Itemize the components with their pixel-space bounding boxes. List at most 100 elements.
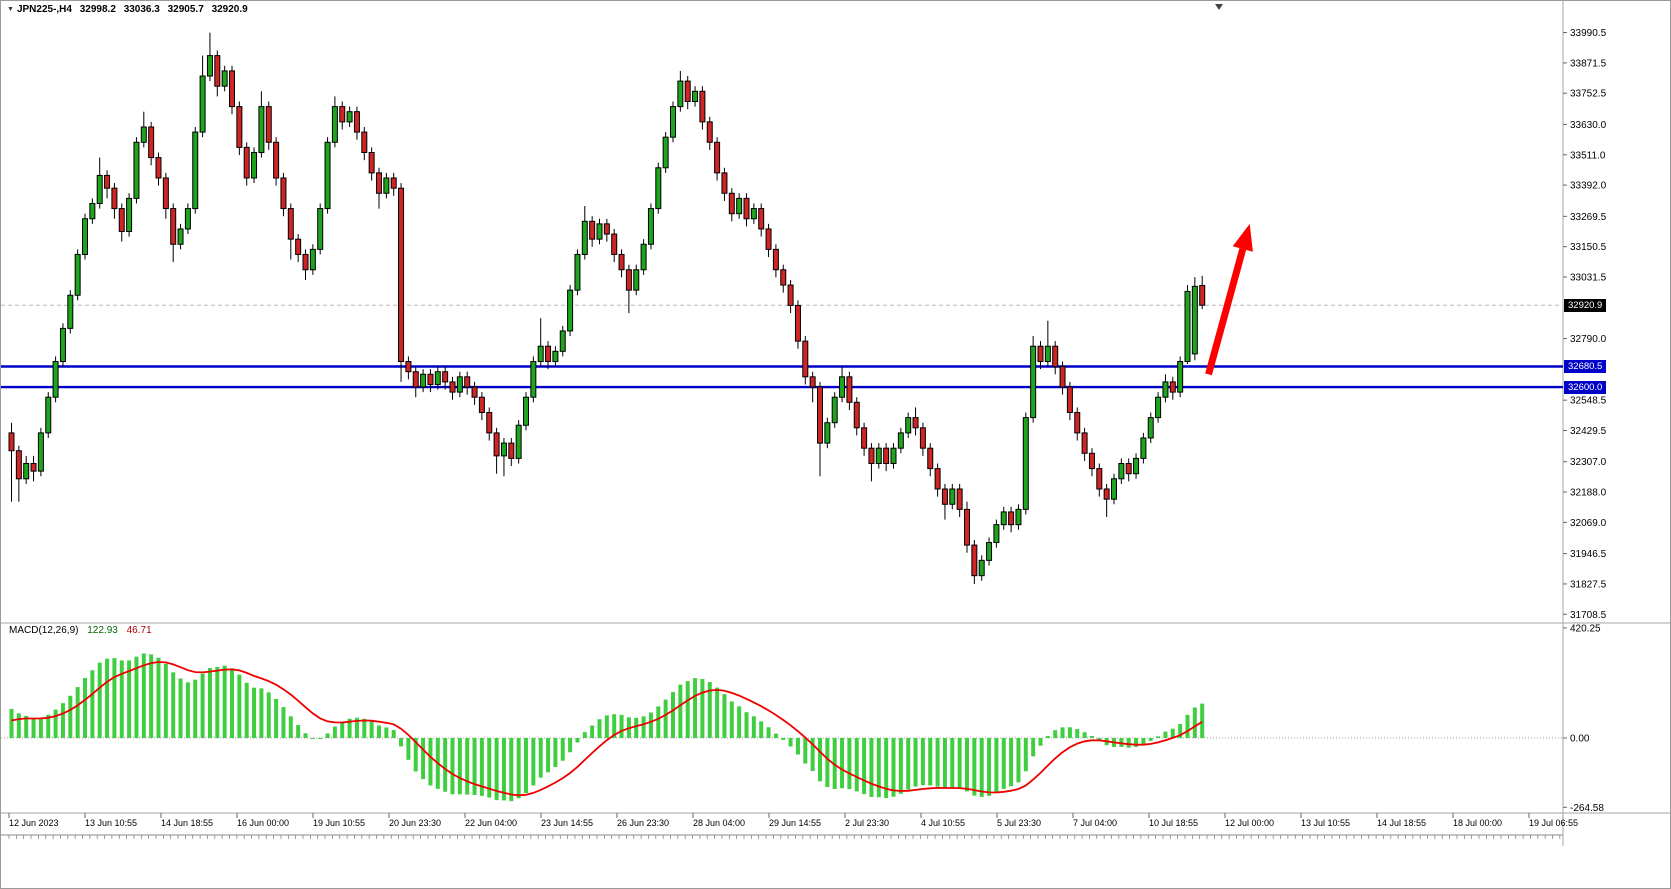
candle[interactable] <box>839 366 846 403</box>
candle[interactable] <box>456 371 463 398</box>
candle[interactable] <box>1169 376 1176 400</box>
candle[interactable] <box>214 50 221 97</box>
candle[interactable] <box>853 397 860 436</box>
candle[interactable] <box>464 371 471 395</box>
candle[interactable] <box>486 407 493 441</box>
candle[interactable] <box>353 106 360 140</box>
candle[interactable] <box>155 152 162 186</box>
candle[interactable] <box>831 392 838 428</box>
candle[interactable] <box>1000 506 1007 530</box>
candle[interactable] <box>684 76 691 110</box>
candle[interactable] <box>148 121 155 166</box>
candle[interactable] <box>927 443 934 477</box>
candle[interactable] <box>611 228 618 263</box>
candle[interactable] <box>1147 412 1154 444</box>
candle[interactable] <box>956 483 963 518</box>
candle[interactable] <box>184 203 191 235</box>
candle[interactable] <box>905 412 912 439</box>
candle[interactable] <box>1052 341 1059 375</box>
candle[interactable] <box>471 381 478 405</box>
candle[interactable] <box>743 193 750 227</box>
candle[interactable] <box>1111 473 1117 505</box>
candle[interactable] <box>861 422 868 456</box>
candle[interactable] <box>37 427 44 477</box>
chart-shift-marker[interactable] <box>1215 4 1223 10</box>
candle[interactable] <box>420 369 427 393</box>
candle[interactable] <box>515 420 522 464</box>
candle[interactable] <box>280 172 287 217</box>
candle[interactable] <box>52 356 59 403</box>
candle[interactable] <box>206 32 213 82</box>
candle[interactable] <box>273 137 280 186</box>
candles-layer[interactable] <box>8 32 1206 585</box>
candle[interactable] <box>1059 361 1066 395</box>
candle[interactable] <box>243 142 250 186</box>
candle[interactable] <box>1066 381 1073 421</box>
candle[interactable] <box>412 366 419 398</box>
candle[interactable] <box>287 203 294 260</box>
candle[interactable] <box>949 483 956 510</box>
candle[interactable] <box>251 147 258 184</box>
candle[interactable] <box>802 336 809 385</box>
candle[interactable] <box>589 216 596 247</box>
candle[interactable] <box>537 318 544 367</box>
candle[interactable] <box>655 162 662 214</box>
candle[interactable] <box>772 244 779 278</box>
candle[interactable] <box>192 126 199 214</box>
candle[interactable] <box>324 137 331 214</box>
candle[interactable] <box>434 366 441 390</box>
candle[interactable] <box>552 346 559 367</box>
candle[interactable] <box>398 183 405 382</box>
candle[interactable] <box>1155 392 1162 423</box>
lower-hline-price-tag[interactable]: 32600.0 <box>1564 380 1607 394</box>
candle[interactable] <box>662 132 669 173</box>
candle[interactable] <box>478 392 485 421</box>
candle[interactable] <box>339 101 346 130</box>
candle[interactable] <box>309 244 316 275</box>
candle[interactable] <box>647 203 654 250</box>
candle[interactable] <box>559 325 566 357</box>
candle[interactable] <box>846 371 853 410</box>
candle[interactable] <box>714 137 721 181</box>
candle[interactable] <box>883 443 890 472</box>
candle[interactable] <box>199 55 206 138</box>
candle[interactable] <box>236 101 243 156</box>
candle[interactable] <box>809 371 816 403</box>
candle[interactable] <box>361 126 368 161</box>
candle[interactable] <box>442 366 449 390</box>
candle[interactable] <box>104 170 111 199</box>
candle[interactable] <box>302 249 309 280</box>
candle[interactable] <box>787 279 794 314</box>
candle[interactable] <box>493 427 500 474</box>
candle[interactable] <box>721 167 728 201</box>
candle[interactable] <box>221 65 228 92</box>
candle[interactable] <box>390 172 397 196</box>
candle[interactable] <box>1103 483 1110 518</box>
candle[interactable] <box>986 537 993 566</box>
candle[interactable] <box>59 323 66 367</box>
candle[interactable] <box>508 438 515 467</box>
candle[interactable] <box>331 96 338 148</box>
candle[interactable] <box>1044 320 1051 367</box>
candle[interactable] <box>758 203 765 237</box>
candle[interactable] <box>677 70 684 112</box>
candle[interactable] <box>978 555 985 581</box>
candle[interactable] <box>1088 448 1095 477</box>
upper-hline-price-tag[interactable]: 32680.5 <box>1564 359 1607 373</box>
candle[interactable] <box>405 356 412 380</box>
candle[interactable] <box>45 392 52 439</box>
candle[interactable] <box>1199 275 1206 310</box>
candle[interactable] <box>30 455 37 482</box>
candle[interactable] <box>530 356 537 403</box>
candle[interactable] <box>567 285 574 337</box>
candle[interactable] <box>449 376 456 400</box>
candle[interactable] <box>964 501 970 553</box>
candle[interactable] <box>89 198 96 224</box>
candle[interactable] <box>427 369 434 393</box>
candle[interactable] <box>96 157 103 209</box>
candle[interactable] <box>383 172 390 199</box>
candle[interactable] <box>1191 277 1198 361</box>
candle[interactable] <box>170 203 177 263</box>
candle[interactable] <box>295 234 302 263</box>
